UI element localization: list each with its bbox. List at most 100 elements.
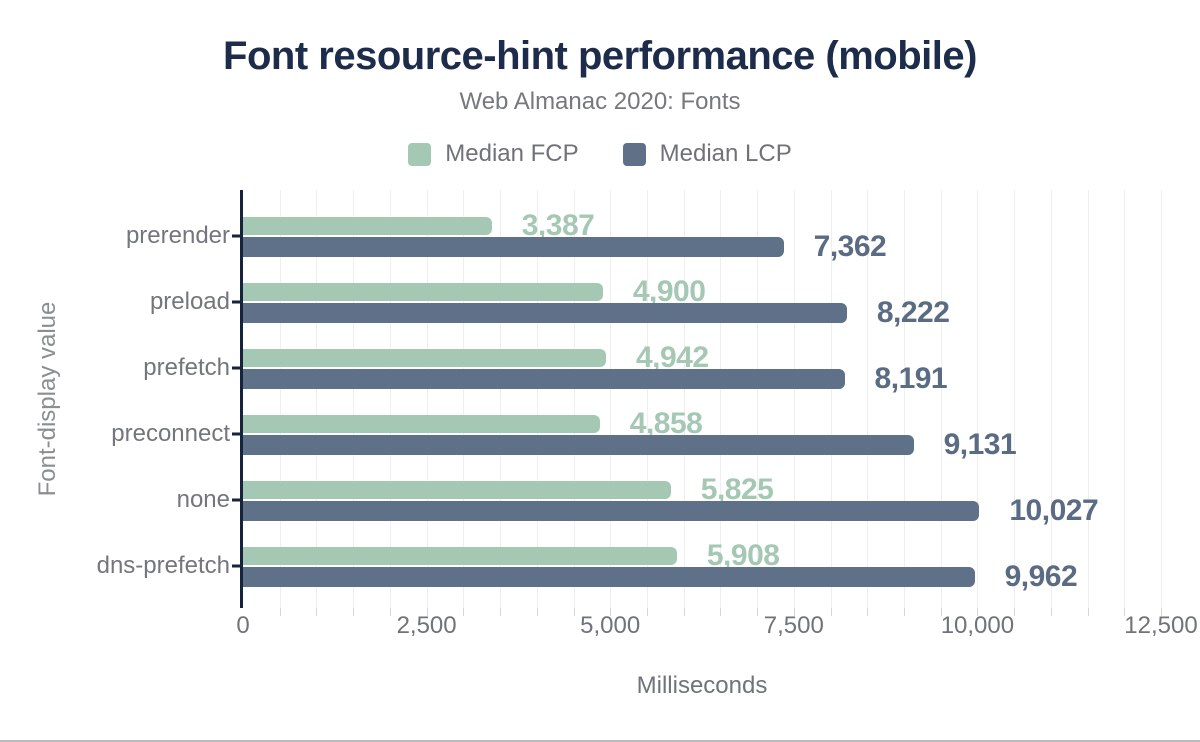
value-label: 7,362 (813, 230, 887, 263)
axis-minor-tick (1087, 608, 1089, 616)
axis-minor-tick (757, 608, 759, 616)
axis-minor-tick (793, 608, 795, 616)
gridline (683, 190, 685, 608)
category-label-preload: preload (149, 288, 230, 315)
category-tick (232, 366, 240, 370)
gridline (279, 190, 281, 608)
category-tick (232, 498, 240, 502)
category-label-prerender: prerender (125, 222, 230, 249)
axis-minor-tick (940, 608, 942, 616)
gridline (1050, 190, 1052, 608)
axis-minor-tick (316, 608, 318, 616)
category-tick (232, 564, 240, 568)
legend-swatch-icon (408, 142, 432, 166)
value-label: 10,027 (1009, 494, 1099, 527)
axis-minor-tick (536, 608, 538, 616)
axis-minor-tick (1161, 608, 1162, 616)
gridline (426, 190, 428, 608)
gridline (500, 190, 501, 608)
bar-median-lcp[interactable] (243, 567, 975, 587)
bar-median-lcp[interactable] (243, 501, 980, 521)
x-tick-label: 12,500 (1124, 612, 1198, 639)
gridline (940, 190, 942, 608)
axis-minor-tick (353, 608, 355, 616)
axis-minor-tick (500, 608, 501, 616)
axis-minor-tick (279, 608, 281, 616)
legend-item-median-lcp[interactable]: Median LCP (622, 140, 792, 168)
bar-median-fcp[interactable] (243, 481, 671, 499)
value-label: 9,131 (943, 428, 1017, 461)
category-tick (232, 300, 240, 304)
axis-minor-tick (830, 608, 832, 616)
axis-minor-tick (1050, 608, 1052, 616)
legend-label: Median FCP (445, 140, 579, 167)
bar-median-lcp[interactable] (243, 435, 914, 455)
value-label: 9,962 (1004, 560, 1078, 593)
gridline (389, 190, 391, 608)
gridline (830, 190, 832, 608)
value-label: 8,191 (874, 362, 948, 395)
legend-item-median-fcp[interactable]: Median FCP (408, 140, 579, 168)
gridline (757, 190, 759, 608)
x-tick-label: 7,500 (763, 612, 824, 639)
bar-median-fcp[interactable] (243, 349, 606, 367)
axis-minor-tick (646, 608, 648, 616)
bar-median-lcp[interactable] (243, 303, 847, 323)
axis-minor-tick (683, 608, 685, 616)
gridline (463, 190, 465, 608)
gridline (867, 190, 869, 608)
gridline (793, 190, 795, 608)
axis-minor-tick (389, 608, 391, 616)
value-label: 5,825 (700, 473, 774, 506)
bar-median-fcp[interactable] (243, 217, 492, 235)
gridline (316, 190, 318, 608)
axis-minor-tick (1124, 608, 1126, 616)
x-axis-title: Milliseconds (636, 672, 768, 699)
legend-label: Median LCP (659, 140, 792, 167)
axis-minor-tick (720, 608, 722, 616)
category-tick (232, 432, 240, 436)
category-tick (232, 234, 240, 238)
y-axis-line (240, 190, 243, 608)
axis-minor-tick (977, 608, 979, 616)
category-label-dns-prefetch: dns-prefetch (96, 552, 230, 579)
axis-minor-tick (463, 608, 465, 616)
x-tick-label: 2,500 (396, 612, 457, 639)
bar-median-lcp[interactable] (243, 237, 784, 257)
category-axis: prerender preload prefetch preconnect none dn… (0, 190, 230, 608)
x-tick-label: 5,000 (580, 612, 641, 639)
category-label-none: none (176, 486, 230, 513)
bar-median-fcp[interactable] (243, 415, 600, 433)
gridline (1087, 190, 1089, 608)
x-tick-label: 0 (236, 612, 250, 639)
gridline (720, 190, 722, 608)
value-label: 4,858 (629, 407, 703, 440)
axis-minor-tick (904, 608, 905, 616)
gridline (353, 190, 355, 608)
value-label: 3,387 (521, 209, 595, 242)
axis-minor-tick (610, 608, 612, 616)
gridline (646, 190, 648, 608)
axis-minor-tick (426, 608, 428, 616)
gridline (1014, 190, 1016, 608)
legend: Median FCP Median LCP (0, 140, 1200, 168)
plot-area: 3,387 7,362 4,900 8,222 4,942 8,191 4,858 9,131… (232, 190, 1162, 616)
value-label: 8,222 (876, 296, 950, 329)
axis-minor-tick (867, 608, 869, 616)
gridline (977, 190, 979, 608)
legend-swatch-icon (622, 142, 646, 166)
gridline (610, 190, 612, 608)
value-label: 4,942 (635, 341, 709, 374)
bar-median-fcp[interactable] (243, 547, 677, 565)
bar-median-lcp[interactable] (243, 369, 845, 389)
bar-median-fcp[interactable] (243, 283, 603, 301)
gridline (536, 190, 538, 608)
axis-minor-tick (573, 608, 575, 616)
category-label-prefetch: prefetch (143, 354, 230, 381)
gridline (573, 190, 575, 608)
gridline (904, 190, 905, 608)
axis-minor-tick (1014, 608, 1016, 616)
value-label: 4,900 (632, 275, 706, 308)
chart-subtitle: Web Almanac 2020: Fonts (459, 88, 741, 115)
